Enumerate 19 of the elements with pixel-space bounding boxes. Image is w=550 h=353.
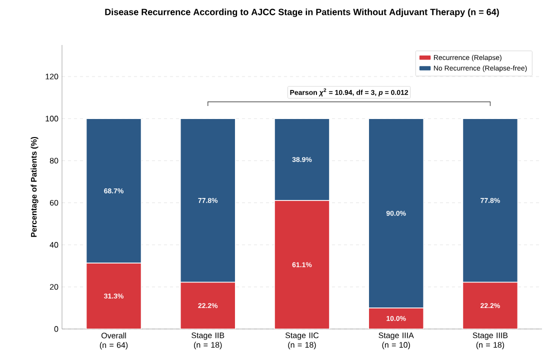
bar bbox=[462, 282, 518, 329]
bar bbox=[368, 308, 424, 329]
y-tick-label: 20 bbox=[50, 284, 58, 290]
bar bbox=[86, 262, 142, 329]
y-tick-label: 120 bbox=[46, 74, 58, 80]
x-tick-label: Stage IIIB (n = 18) bbox=[472, 332, 508, 350]
chart-title: Disease Recurrence According to AJCC Stage in Patients Without Adjuvant Therapy (n = 64) bbox=[105, 8, 499, 18]
x-tick-label: Stage IIB (n = 18) bbox=[192, 332, 224, 350]
y-tick-label: 40 bbox=[50, 242, 58, 248]
y-axis-title: Percentage of Patients (%) bbox=[30, 136, 38, 237]
x-tick-label: Overall (n = 64) bbox=[100, 332, 128, 350]
x-tick-label: Stage IIC (n = 18) bbox=[285, 332, 319, 350]
y-tick-label: 80 bbox=[50, 158, 58, 164]
y-tick-label: 0 bbox=[54, 326, 58, 332]
y-tick-label: 60 bbox=[50, 200, 58, 206]
bar bbox=[180, 282, 236, 329]
y-tick-label: 100 bbox=[46, 116, 58, 122]
bar bbox=[274, 200, 330, 329]
x-tick-label: Stage IIIA (n = 10) bbox=[378, 332, 414, 350]
